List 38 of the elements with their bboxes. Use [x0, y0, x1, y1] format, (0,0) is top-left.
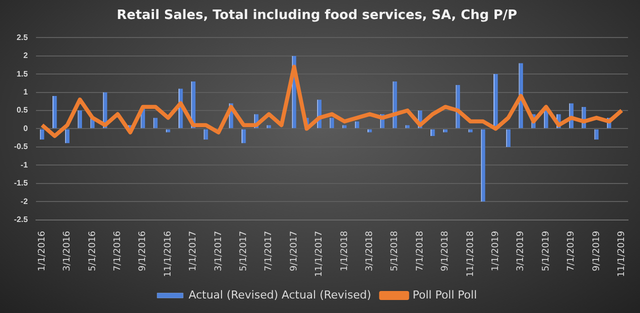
- x-tick-label: 5/1/2019: [541, 230, 552, 272]
- y-tick-label: 2: [23, 51, 28, 60]
- x-tick-label: 1/1/2019: [491, 230, 502, 272]
- x-tick-label: 1/1/2016: [37, 230, 48, 272]
- x-tick-label: 3/1/2017: [214, 230, 224, 272]
- chart-title: Retail Sales, Total including food services, SA, Chg P/P: [116, 8, 518, 24]
- y-tick-label: 1: [23, 87, 28, 96]
- x-tick-label: 9/1/2019: [592, 230, 602, 272]
- y-tick-label: 1.5: [16, 69, 28, 78]
- x-tick-label: 5/1/2017: [239, 230, 250, 272]
- y-tick-label: 2.5: [16, 32, 28, 42]
- x-tick-label: 11/1/2019: [617, 230, 628, 278]
- x-tick-label: 3/1/2016: [62, 230, 73, 272]
- y-tick-label: -0.5: [14, 142, 28, 152]
- x-tick-label: 7/1/2016: [113, 230, 124, 272]
- y-tick-label: -2: [20, 196, 28, 206]
- x-tick-label: 7/1/2019: [566, 230, 577, 272]
- legend-label: Actual (Revised) Actual (Revised): [188, 288, 372, 302]
- x-tick-label: 3/1/2018: [365, 230, 376, 272]
- x-tick-label: 5/1/2016: [88, 230, 98, 272]
- x-tick-label: 9/1/2016: [138, 230, 148, 272]
- y-tick-label: -1.5: [14, 178, 28, 188]
- x-tick-label: 11/1/2017: [314, 230, 325, 278]
- x-tick-label: 11/1/2018: [466, 230, 476, 278]
- legend-label: Poll Poll Poll: [412, 288, 477, 302]
- x-tick-label: 1/1/2017: [188, 230, 199, 272]
- x-tick-label: 9/1/2018: [440, 230, 451, 272]
- y-tick-label: 0: [23, 124, 28, 133]
- x-tick-label: 9/1/2017: [289, 230, 300, 272]
- x-tick-label: 3/1/2019: [516, 230, 526, 272]
- x-tick-label: 7/1/2018: [415, 230, 426, 272]
- x-tick-label: 11/1/2016: [163, 230, 174, 278]
- x-tick-label: 5/1/2018: [390, 230, 400, 272]
- y-tick-label: -2.5: [14, 215, 28, 224]
- y-tick-label: 0.5: [16, 106, 28, 115]
- x-tick-label: 1/1/2018: [340, 230, 350, 272]
- y-tick-label: -1: [20, 160, 28, 170]
- x-tick-label: 7/1/2017: [264, 230, 274, 272]
